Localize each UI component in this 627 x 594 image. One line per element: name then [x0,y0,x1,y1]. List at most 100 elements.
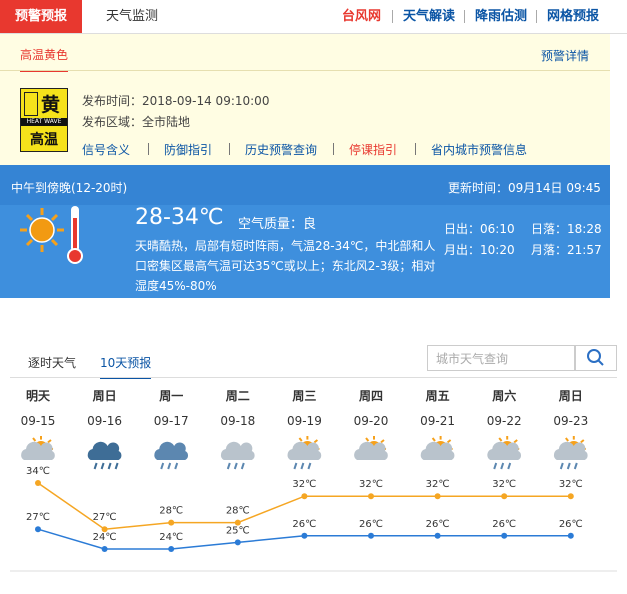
separator [392,10,393,23]
temp-point [501,493,508,500]
date-label: 09-20 [354,414,389,428]
search-button[interactable] [575,345,617,371]
top-link[interactable]: 天气解读 [403,9,456,24]
search-glyph [587,349,601,363]
top-link[interactable]: 台风网 [342,9,382,24]
forecast-tab[interactable]: 10天预报 [100,354,152,379]
weather-icon [287,436,322,470]
icon-ray [513,439,518,444]
tab[interactable]: 预警预报 [0,0,82,33]
warning-link[interactable]: 历史预警查询 [245,143,318,157]
icon-ray [47,439,52,444]
icon-ray [380,439,385,444]
day-name: 周五 [426,389,450,403]
icon-drop [160,462,165,470]
icon-cloud [487,441,522,460]
icon-cloud [87,441,122,460]
icon-drop [240,462,245,470]
temp-label: 28℃ [159,506,183,517]
temp-label: 32℃ [559,479,583,490]
temp-label: 27℃ [93,512,117,523]
temp-range: 28-34℃ [135,205,224,230]
icon-ray [565,437,569,442]
temp-point [168,546,175,552]
day-name: 周六 [492,388,516,403]
icon-drop [107,462,112,470]
sunrise: 日出：06:10 [444,222,515,236]
temp-label: 32℃ [426,479,450,490]
icon-drop [174,462,179,470]
icon-ray [298,437,303,442]
day-name: 周四 [359,389,383,403]
sun-thermo-icon [20,206,83,264]
icon-drop [167,462,172,470]
updated: 更新时间：09月14日 09:45 [448,181,601,195]
warning-tab[interactable]: 高温黄色 [20,46,69,72]
weather-icon [354,436,388,460]
icon-ray [431,437,436,442]
date-label: 09-18 [220,414,255,428]
tab[interactable]: 天气监测 [106,9,159,24]
air-quality: 空气质量：良 [238,217,317,232]
icon-drop [573,462,578,470]
icon-ray [498,437,503,442]
temp-label: 32℃ [292,479,316,490]
temp-label: 25℃ [226,525,250,536]
separator [415,143,416,155]
icon-kind: 高温 [30,132,58,148]
issue-area: 发布区域：全市陆地 [82,115,191,129]
icon-ray [32,437,37,442]
icon-ray [313,439,319,444]
warning-link[interactable]: 信号含义 [82,143,131,157]
weather-icon [553,436,588,470]
icon-cloud [154,441,189,460]
temp-label: 32℃ [492,479,516,490]
icon-drop [100,462,105,470]
icon-cloud [553,441,588,460]
day-name: 周日 [559,389,583,403]
temp-point [301,493,308,500]
temp-point [567,493,574,500]
date-label: 09-23 [553,414,588,428]
description: 天晴酷热，局部有短时阵雨，气温28-34℃，中北部和人口密集区最高气温可达35℃… [135,239,436,293]
icon-drop [307,462,312,470]
icon-drop [500,462,505,470]
search-glyph [597,359,604,366]
day-name: 周一 [159,389,183,403]
weather-icon [21,436,55,460]
forecast-tab[interactable]: 逐时天气 [28,356,77,370]
date-label: 09-15 [21,414,56,428]
warning-link[interactable]: 防御指引 [164,143,213,157]
sunset: 日落：18:28 [531,222,602,236]
top-link[interactable]: 降雨估测 [475,9,528,24]
period: 中午到傍晚(12-20时) [11,181,128,195]
temp-label: 28℃ [226,506,250,517]
icon-drop [559,462,564,470]
divider [0,70,610,71]
temp-point [234,519,241,526]
temp-label: 34℃ [26,466,50,477]
top-link[interactable]: 网格预报 [547,9,600,24]
temp-point [501,532,508,539]
warning-link[interactable]: 省内城市预警信息 [431,143,528,157]
weather-icon [420,436,455,460]
button-box [575,345,617,371]
issue-time: 发布时间：2018-09-14 09:10:00 [82,94,270,108]
icon-drop [293,462,298,470]
separator [229,143,230,155]
temp-point [567,532,574,539]
separator [148,143,149,155]
temp-point [35,480,41,486]
icon-en: HEAT WAVE [21,118,67,126]
icon-cloud [220,441,255,460]
sun-rays [20,208,64,252]
divider [10,377,617,378]
temp-label: 24℃ [93,532,117,543]
nav-bar [0,0,627,34]
detail-link[interactable]: 预警详情 [541,49,590,63]
warning-link[interactable]: 停课指引 [349,143,398,157]
moonset: 月落：21:57 [531,243,602,257]
search-input[interactable]: 城市天气查询 [427,345,575,371]
weather-icon [220,441,255,470]
icon-thermometer [24,92,38,116]
